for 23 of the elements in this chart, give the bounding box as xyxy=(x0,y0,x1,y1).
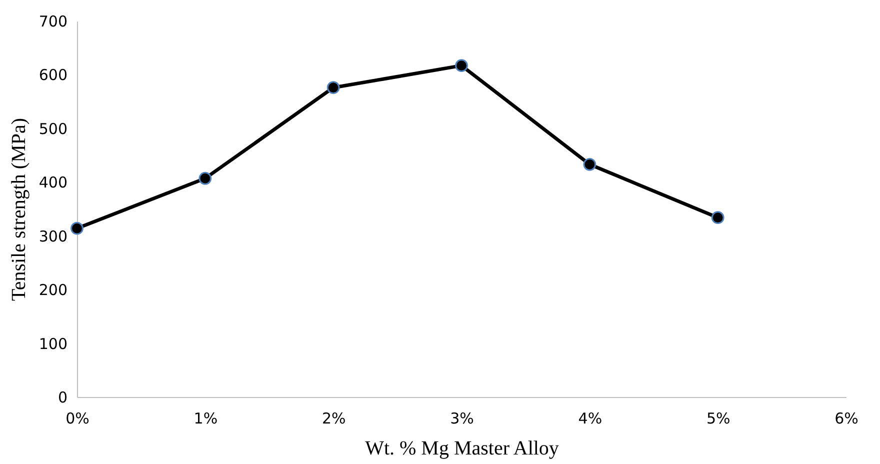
point xyxy=(455,59,468,72)
y-tick-label: 500 xyxy=(38,120,68,138)
y-tick-label: 200 xyxy=(38,281,68,300)
y-tick-label: 600 xyxy=(38,66,68,84)
point xyxy=(583,158,596,171)
x-tick-label: 0% xyxy=(66,410,90,428)
point xyxy=(198,172,212,185)
x-tick-label: 5% xyxy=(706,410,730,428)
x-tick-label: 6% xyxy=(834,410,858,428)
y-tick-label: 300 xyxy=(38,227,68,246)
y-tick-label: 700 xyxy=(38,12,68,30)
y-tick-label: 400 xyxy=(38,174,68,192)
x-tick-label: 4% xyxy=(578,410,602,428)
y-tick-label: 100 xyxy=(38,334,68,353)
point xyxy=(711,211,724,224)
x-tick-label: 1% xyxy=(194,410,218,428)
y-axis-title: Tensile strength (MPa) xyxy=(8,118,30,302)
x-tick-label: 3% xyxy=(450,410,474,428)
x-tick-label: 2% xyxy=(322,410,346,428)
y-tick-label: 0 xyxy=(58,388,68,406)
point xyxy=(326,81,340,94)
x-axis-title: Wt. % Mg Master Alloy xyxy=(365,438,559,460)
point xyxy=(70,222,84,235)
